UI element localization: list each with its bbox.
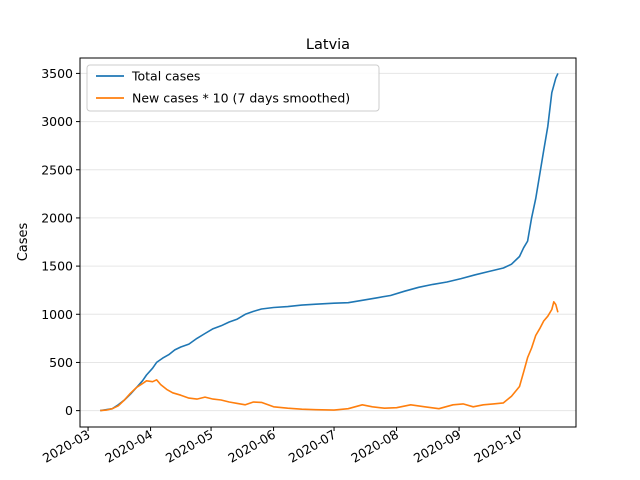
- y-tick-label: 3000: [41, 114, 73, 129]
- x-tick-label: 2020-10: [471, 427, 524, 466]
- y-tick-label: 2500: [41, 162, 73, 177]
- legend: Total cases New cases * 10 (7 days smooth…: [86, 64, 380, 112]
- series-lines: [100, 73, 559, 412]
- y-tick-label: 0: [65, 403, 73, 418]
- y-tick-label: 1500: [41, 259, 73, 274]
- series-line-new-cases: [100, 300, 559, 412]
- y-tick-label: 1000: [41, 307, 73, 322]
- legend-label: Total cases: [131, 69, 200, 84]
- legend-box: [86, 64, 380, 112]
- x-tick-label: 2020-06: [225, 427, 278, 466]
- y-tick-label: 500: [49, 355, 73, 370]
- chart-title: Latvia: [306, 37, 350, 53]
- series-line-total-cases: [100, 73, 559, 412]
- x-tick-label: 2020-05: [163, 427, 216, 466]
- y-axis-label: Cases: [16, 222, 31, 261]
- x-tick-label: 2020-04: [102, 427, 155, 466]
- plot-frame: [79, 57, 577, 428]
- y-tick-label: 3500: [41, 66, 73, 81]
- x-tick-label: 2020-07: [286, 427, 339, 466]
- y-tick-label: 2000: [41, 210, 73, 225]
- grid-lines: [80, 72, 576, 412]
- x-tick-label: 2020-08: [348, 427, 401, 466]
- x-tick-label: 2020-03: [40, 427, 93, 466]
- x-tick-label: 2020-09: [411, 427, 464, 466]
- legend-label: New cases * 10 (7 days smoothed): [132, 91, 350, 106]
